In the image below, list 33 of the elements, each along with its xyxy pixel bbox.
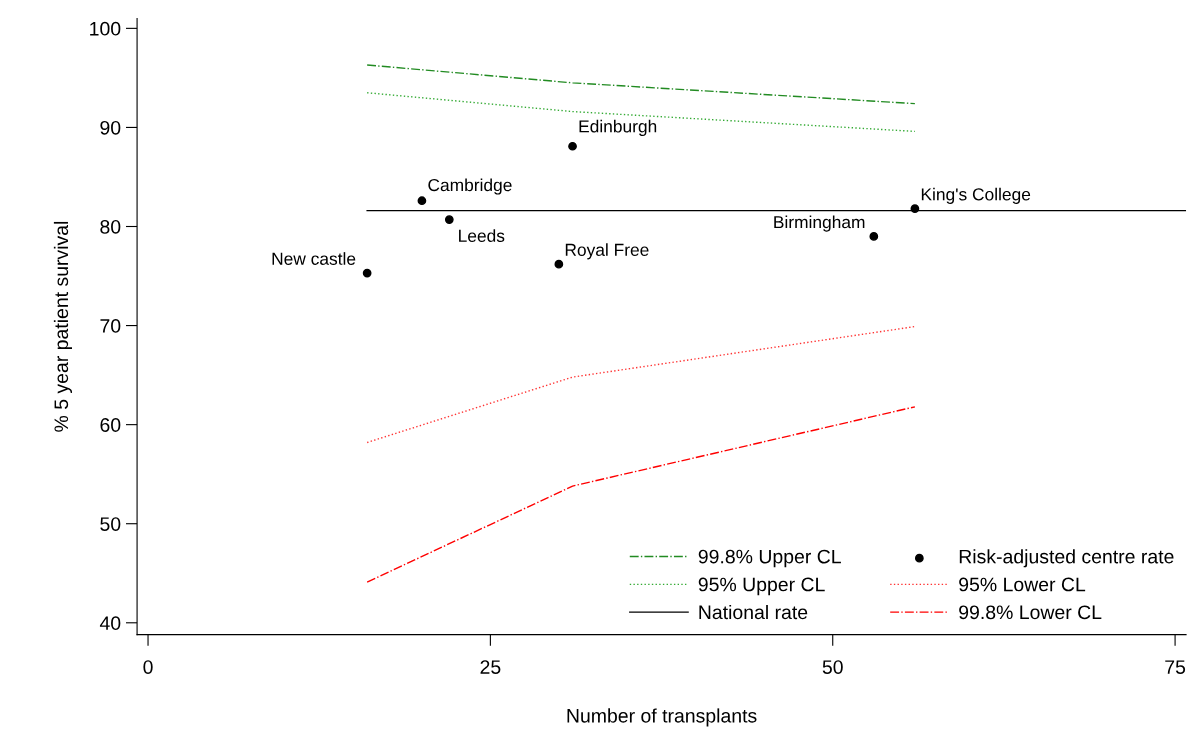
point xyxy=(362,268,372,278)
point xyxy=(554,259,564,269)
x-tick-label: 50 xyxy=(822,660,843,674)
y-tick-label: 50 xyxy=(100,517,121,531)
y-tick-label: 70 xyxy=(100,319,121,333)
y-tick-label: 40 xyxy=(99,616,121,631)
legend-label: 95% Upper CL xyxy=(698,577,825,596)
point xyxy=(444,215,454,224)
legend-label: Risk-adjusted centre rate xyxy=(959,549,1174,568)
annotation: Edinburgh xyxy=(579,119,657,136)
legend-label: National rate xyxy=(699,604,808,620)
point xyxy=(417,196,427,206)
annotation: Birmingham xyxy=(774,215,865,232)
y-tick-label: 60 xyxy=(100,418,121,432)
annotation: King's College xyxy=(921,187,1031,204)
y-tick-label: 100 xyxy=(90,21,121,36)
annotation: Royal Free xyxy=(565,243,649,260)
annotation: Leeds xyxy=(459,229,505,242)
x-axis-title: Number of transplants xyxy=(567,708,757,727)
x-tick-label: 25 xyxy=(480,660,501,674)
annotation: Cambridge xyxy=(428,178,512,195)
y-tick-label: 90 xyxy=(100,120,121,135)
x-tick-label: 0 xyxy=(143,660,153,674)
x-tick-label: 75 xyxy=(1165,660,1186,674)
y-axis-title: % 5 year patient survival xyxy=(53,221,72,432)
legend-label: 95% Lower CL xyxy=(959,577,1086,592)
y-tick-label: 80 xyxy=(100,219,121,234)
legend-label: 99.8% Lower CL xyxy=(959,605,1102,620)
point xyxy=(568,141,577,151)
point xyxy=(910,204,920,214)
point xyxy=(869,232,879,241)
annotation: New castle xyxy=(272,252,356,265)
legend-label: 99.8% Upper CL xyxy=(698,549,841,568)
